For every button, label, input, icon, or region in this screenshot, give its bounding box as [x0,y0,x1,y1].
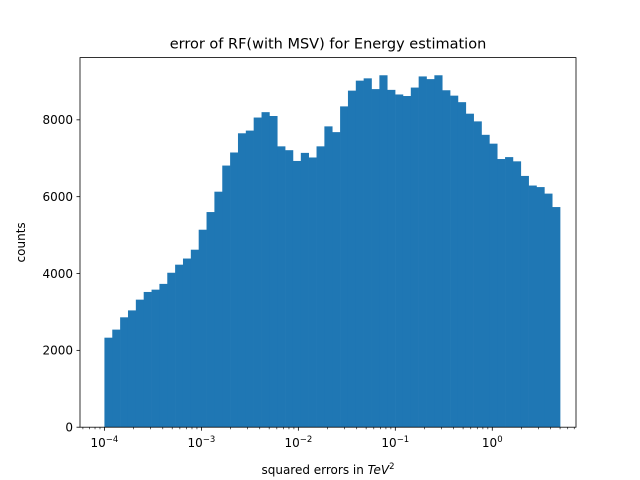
histogram-bar [552,207,561,428]
histogram-bar [544,193,553,428]
histogram-bar [190,249,199,428]
histogram-bar [465,113,474,428]
histogram-bar [434,75,443,428]
histogram-bar [269,116,278,428]
histogram-bar [324,126,333,428]
y-axis-label: counts [14,222,28,262]
x-axis-label-exponent: 2 [389,462,394,472]
histogram-bar [481,134,490,428]
y-tick-label: 2000 [42,344,73,358]
histogram-bar [520,175,529,428]
histogram-bar [363,78,372,428]
histogram-bar [300,152,309,428]
y-tick-label: 0 [65,421,73,435]
histogram-bar [159,283,168,428]
histogram-bar [112,329,121,428]
histogram-bar [292,160,302,428]
y-tick-label: 8000 [42,113,73,127]
x-axis: 10−4 10−3 10−2 10−1 100 [82,427,575,450]
histogram-bar [245,130,254,428]
histogram-bar [151,289,160,428]
histogram-bar [528,185,537,428]
x-tick-label: 10−3 [187,435,215,450]
histogram-bar [505,157,514,428]
histogram-bar [120,317,129,428]
histogram-bar [143,291,152,428]
histogram-bar [442,90,451,428]
histogram-bar [418,76,427,428]
y-tick-label: 4000 [42,267,73,281]
x-tick-label: 10−4 [91,435,119,450]
histogram-bar [457,102,467,428]
x-tick-label: 10−1 [381,435,409,450]
histogram-bar [261,112,270,428]
histogram-bar [127,310,137,428]
histogram-bar [395,94,404,428]
histogram-bar [237,133,247,428]
histogram-bar [473,121,482,428]
histogram-bar [347,90,357,428]
histogram-bar [253,117,262,428]
histogram-bar [316,146,325,428]
histogram-bar [214,191,223,428]
x-axis-label-text: squared errors in [261,463,367,477]
histogram-bar [285,150,294,428]
histogram-bar [410,87,419,428]
histogram-bar [206,212,215,428]
x-tick-label: 10−2 [284,435,312,450]
histogram-bar [222,165,231,428]
histogram-bar [379,75,388,428]
histogram-bar [198,229,207,428]
histogram-bar [277,146,286,428]
histogram-bar [402,96,412,428]
histogram-bar [104,337,113,428]
histogram-bar [497,159,506,428]
histogram-bar [135,299,144,428]
histogram-bar [512,161,522,428]
chart-title: error of RF(with MSV) for Energy estimat… [170,37,487,53]
histogram-bar [450,95,459,428]
histogram-bar [332,132,341,428]
histogram-bar [536,187,545,428]
histogram-bar [308,157,317,428]
histogram-bar [340,106,349,428]
histogram-bar [182,258,192,428]
histogram-bar [167,272,176,428]
histogram-bar [230,152,239,428]
histogram-bars [104,75,561,428]
histogram-bar [371,89,380,428]
x-tick-label: 100 [482,435,503,450]
histogram-bar [387,89,396,428]
plot-frame [79,57,577,428]
y-tick-label: 6000 [42,190,73,204]
histogram-bar [489,143,498,428]
histogram-bar [426,79,435,428]
histogram-bar [175,264,184,428]
y-axis: 0 2000 4000 6000 8000 [42,113,80,435]
histogram-bar [355,80,364,428]
x-axis-label-unit: TeV [368,463,390,477]
x-axis-label: squared errors in TeV2 [261,462,394,477]
